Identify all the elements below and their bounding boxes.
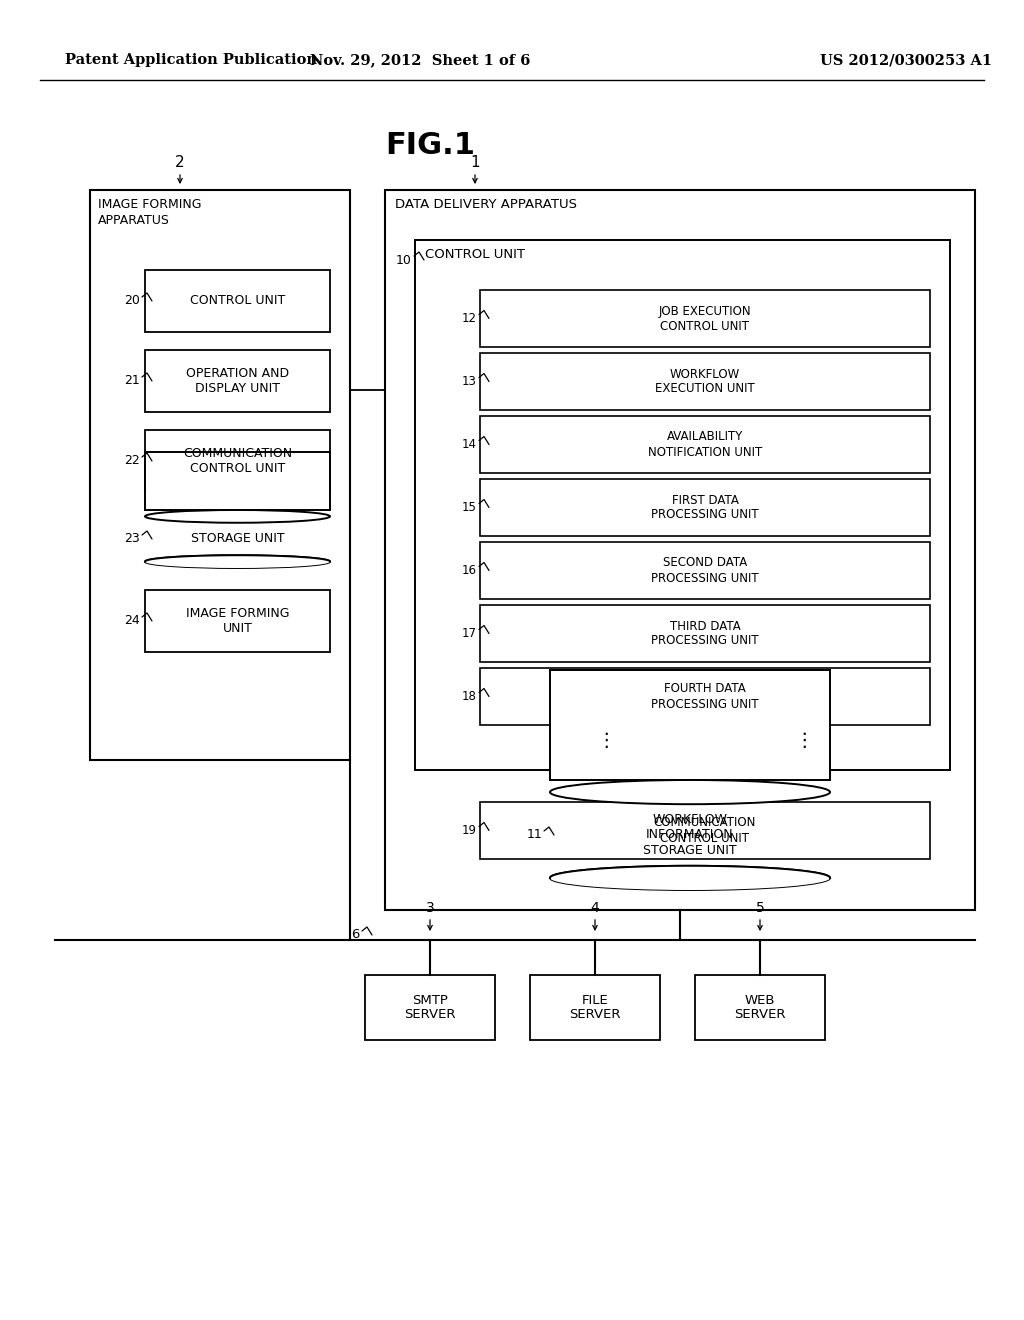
Text: 22: 22 bbox=[124, 454, 140, 467]
Bar bbox=[145, 451, 330, 510]
Text: OPERATION AND
DISPLAY UNIT: OPERATION AND DISPLAY UNIT bbox=[186, 367, 289, 395]
Ellipse shape bbox=[145, 510, 330, 523]
Text: 23: 23 bbox=[124, 532, 140, 545]
Text: FIG.1: FIG.1 bbox=[385, 131, 475, 160]
Text: FOURTH DATA
PROCESSING UNIT: FOURTH DATA PROCESSING UNIT bbox=[651, 682, 759, 710]
Text: Nov. 29, 2012  Sheet 1 of 6: Nov. 29, 2012 Sheet 1 of 6 bbox=[310, 53, 530, 67]
Text: 13: 13 bbox=[462, 375, 477, 388]
Bar bbox=[480, 416, 930, 473]
Ellipse shape bbox=[145, 556, 330, 568]
Bar bbox=[145, 350, 330, 412]
Text: IMAGE FORMING
APPARATUS: IMAGE FORMING APPARATUS bbox=[98, 198, 202, 227]
Bar bbox=[480, 803, 930, 859]
Text: ⋮: ⋮ bbox=[795, 731, 814, 751]
Text: US 2012/0300253 A1: US 2012/0300253 A1 bbox=[820, 53, 992, 67]
Text: IMAGE FORMING
UNIT: IMAGE FORMING UNIT bbox=[185, 607, 289, 635]
Ellipse shape bbox=[550, 866, 830, 890]
Text: 17: 17 bbox=[462, 627, 477, 640]
Bar bbox=[145, 590, 330, 652]
Text: DATA DELIVERY APPARATUS: DATA DELIVERY APPARATUS bbox=[395, 198, 577, 211]
Bar bbox=[480, 290, 930, 347]
Text: 1: 1 bbox=[470, 154, 480, 170]
Text: COMMUNICATION
CONTROL UNIT: COMMUNICATION CONTROL UNIT bbox=[183, 447, 292, 475]
Text: 19: 19 bbox=[462, 824, 477, 837]
Text: 24: 24 bbox=[124, 615, 140, 627]
Text: AVAILABILITY
NOTIFICATION UNIT: AVAILABILITY NOTIFICATION UNIT bbox=[648, 430, 762, 458]
Ellipse shape bbox=[550, 866, 830, 890]
Text: 4: 4 bbox=[591, 902, 599, 915]
Text: 18: 18 bbox=[462, 690, 477, 704]
Bar bbox=[415, 240, 950, 770]
Text: 11: 11 bbox=[526, 829, 542, 842]
Bar bbox=[480, 605, 930, 663]
Text: 2: 2 bbox=[175, 154, 184, 170]
Text: JOB EXECUTION
CONTROL UNIT: JOB EXECUTION CONTROL UNIT bbox=[658, 305, 752, 333]
Text: ⋮: ⋮ bbox=[596, 731, 615, 751]
Bar bbox=[90, 190, 350, 760]
Bar bbox=[695, 975, 825, 1040]
Text: 12: 12 bbox=[462, 312, 477, 325]
Text: Patent Application Publication: Patent Application Publication bbox=[65, 53, 317, 67]
Text: FIRST DATA
PROCESSING UNIT: FIRST DATA PROCESSING UNIT bbox=[651, 494, 759, 521]
Text: COMMUNICATION
CONTROL UNIT: COMMUNICATION CONTROL UNIT bbox=[653, 817, 756, 845]
Text: WORKFLOW
INFORMATION
STORAGE UNIT: WORKFLOW INFORMATION STORAGE UNIT bbox=[643, 813, 737, 857]
Bar bbox=[480, 479, 930, 536]
Bar bbox=[365, 975, 495, 1040]
Bar bbox=[145, 271, 330, 333]
Text: WORKFLOW
EXECUTION UNIT: WORKFLOW EXECUTION UNIT bbox=[655, 367, 755, 396]
Text: 3: 3 bbox=[426, 902, 434, 915]
Ellipse shape bbox=[145, 556, 330, 568]
Bar bbox=[385, 190, 975, 909]
Text: SMTP
SERVER: SMTP SERVER bbox=[404, 994, 456, 1022]
Text: WEB
SERVER: WEB SERVER bbox=[734, 994, 785, 1022]
Bar bbox=[530, 975, 660, 1040]
Text: 21: 21 bbox=[124, 375, 140, 388]
Bar bbox=[480, 543, 930, 599]
Text: STORAGE UNIT: STORAGE UNIT bbox=[190, 532, 285, 545]
Text: FILE
SERVER: FILE SERVER bbox=[569, 994, 621, 1022]
Text: 20: 20 bbox=[124, 294, 140, 308]
Text: SECOND DATA
PROCESSING UNIT: SECOND DATA PROCESSING UNIT bbox=[651, 557, 759, 585]
Text: CONTROL UNIT: CONTROL UNIT bbox=[189, 294, 285, 308]
Text: 14: 14 bbox=[462, 438, 477, 451]
Text: 5: 5 bbox=[756, 902, 764, 915]
Ellipse shape bbox=[550, 780, 830, 804]
Bar bbox=[145, 430, 330, 492]
Text: 15: 15 bbox=[462, 502, 477, 513]
Text: 10: 10 bbox=[396, 253, 412, 267]
Text: CONTROL UNIT: CONTROL UNIT bbox=[425, 248, 525, 261]
Bar bbox=[550, 671, 830, 780]
Bar bbox=[480, 668, 930, 725]
Text: THIRD DATA
PROCESSING UNIT: THIRD DATA PROCESSING UNIT bbox=[651, 619, 759, 648]
Bar bbox=[480, 352, 930, 411]
Text: 16: 16 bbox=[462, 564, 477, 577]
Text: 6: 6 bbox=[351, 928, 360, 941]
